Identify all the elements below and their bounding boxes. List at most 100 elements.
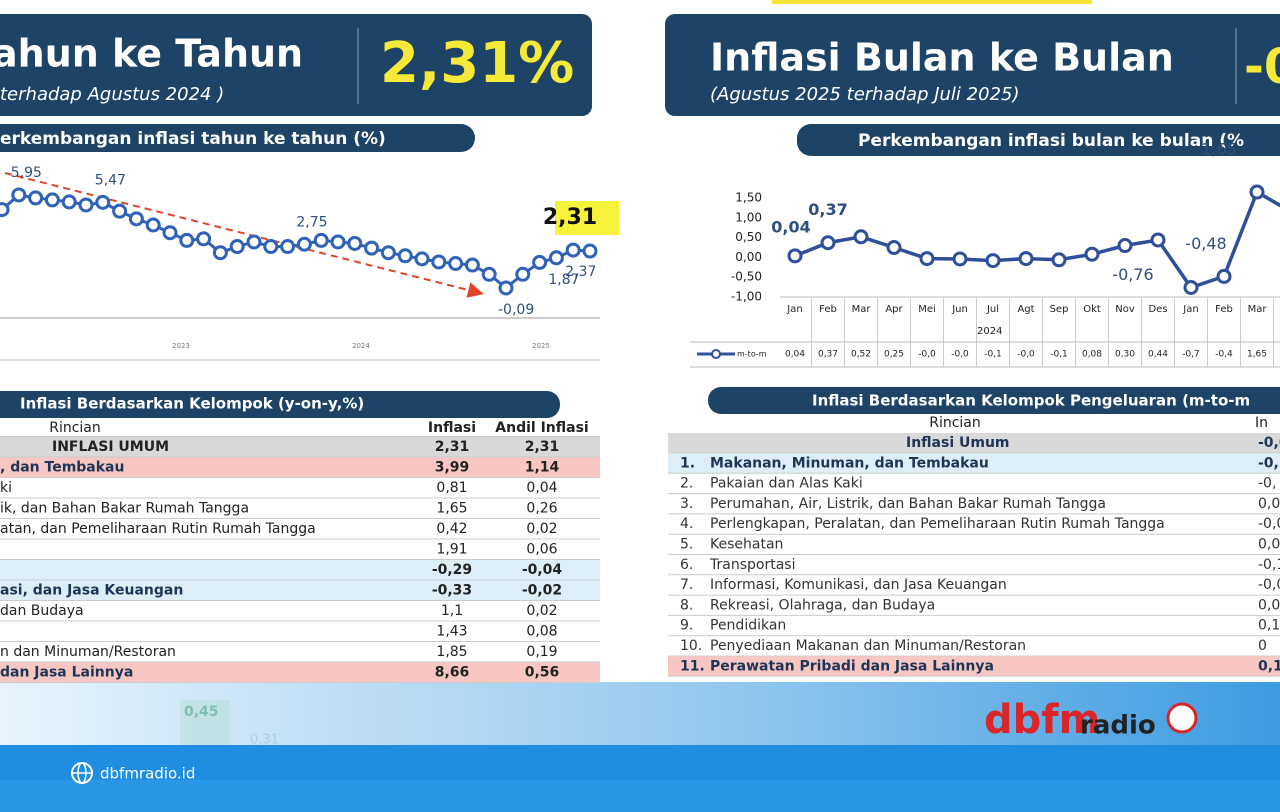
table-value: -0,0	[1017, 350, 1035, 360]
point	[1084, 246, 1100, 262]
table-cell: Pendidikan	[710, 618, 786, 634]
section-pill	[797, 124, 1280, 156]
table-cell: 2.	[680, 476, 693, 492]
table-value: -0,7	[1182, 350, 1200, 360]
point	[145, 217, 161, 233]
logo-text: dbfm	[984, 697, 1100, 743]
year-label: 2024	[977, 326, 1002, 337]
point	[280, 239, 296, 255]
point	[44, 192, 60, 208]
point	[128, 211, 144, 227]
point	[380, 245, 396, 261]
point	[919, 251, 935, 267]
chart-title: erkembangan inflasi tahun ke tahun (%)	[0, 129, 386, 149]
table-value: 1,65	[1247, 350, 1267, 360]
x-tick-label: Jan	[1182, 304, 1198, 315]
point	[532, 254, 548, 270]
data-label: 0,04	[771, 217, 810, 236]
header-title: ahun ke Tahun	[0, 32, 303, 76]
table-value: -0,0	[951, 350, 969, 360]
point	[313, 232, 329, 248]
row-bg	[0, 457, 600, 478]
table-header: In	[1255, 415, 1268, 431]
table-value: -0,0	[918, 350, 936, 360]
table-cell: 0	[1258, 638, 1267, 654]
point	[1183, 279, 1199, 295]
table-cell: dan Jasa Lainnya	[0, 665, 133, 681]
blur-text: 0,45	[184, 704, 219, 720]
table-header: Andil Inflasi	[495, 420, 588, 436]
point	[448, 256, 464, 271]
point	[787, 248, 803, 264]
table-cell: atan, dan Pemeliharaan Rutin Rumah Tangg…	[0, 521, 316, 537]
table-cell: , dan Tembakau	[0, 460, 124, 476]
table-cell: 0,1	[1258, 658, 1280, 674]
x-tick-label: Feb	[1215, 304, 1233, 315]
data-label: -0,76	[1112, 265, 1153, 284]
point	[414, 251, 430, 267]
table-value: -0,1	[984, 350, 1002, 360]
row-bg	[0, 662, 600, 683]
table-cell: 2,31	[525, 439, 560, 455]
point	[820, 235, 836, 251]
line	[794, 189, 1280, 290]
point	[179, 232, 195, 248]
point	[481, 266, 497, 282]
table-cell: 5.	[680, 537, 693, 553]
y-tick-label: -1,00	[731, 290, 762, 304]
point	[952, 251, 968, 267]
point	[1051, 252, 1067, 268]
data-label: 2,75	[296, 214, 327, 230]
table-cell: 4.	[680, 516, 693, 532]
right-header-box	[665, 14, 1280, 116]
table-cell: -0,29	[432, 562, 472, 578]
x-tick-label: Jun	[951, 304, 968, 315]
point	[78, 197, 94, 213]
point	[347, 235, 363, 251]
footer-site: dbfmradio.id	[100, 765, 195, 783]
table-cell: 3.	[680, 496, 693, 512]
y-tick-label: 0,50	[735, 230, 762, 244]
table-cell: -0,2	[1258, 455, 1280, 471]
logo-text: radio	[1080, 711, 1156, 741]
table-cell: 0,26	[526, 501, 557, 517]
table-cell: -0,04	[522, 562, 563, 578]
table-title: Inflasi Berdasarkan Kelompok Pengeluaran…	[812, 392, 1250, 410]
table-cell: -0,	[1258, 476, 1276, 492]
table-cell: Informasi, Komunikasi, dan Jasa Keuangan	[710, 577, 1007, 593]
point	[196, 231, 212, 247]
table-value: -0,1	[1050, 350, 1068, 360]
header-subtitle: terhadap Agustus 2024 )	[0, 84, 224, 105]
table-cell: 1,43	[436, 624, 467, 640]
data-label: 5,47	[95, 172, 126, 188]
yellow-strip	[772, 0, 1092, 4]
highlight-box	[555, 201, 619, 235]
table-cell: 0,1	[1258, 618, 1280, 634]
point	[229, 239, 245, 255]
data-label: 5,95	[11, 165, 42, 181]
data-label: 1,65	[1201, 140, 1237, 159]
data-label: 2,37	[565, 264, 596, 280]
x-tick-label: Agt	[1017, 304, 1034, 315]
point	[296, 236, 312, 252]
point	[985, 253, 1001, 269]
table-value: 0,25	[884, 350, 904, 360]
table-cell: Rekreasi, Olahraga, dan Budaya	[710, 597, 935, 613]
logo-icon	[1166, 702, 1198, 734]
table-cell: 1,14	[525, 460, 560, 476]
x-tick-label: Okt	[1083, 304, 1101, 315]
left-header-box	[0, 14, 592, 116]
x-tick-label: Mar	[852, 304, 872, 315]
point	[112, 203, 128, 219]
table-cell: 0,42	[436, 521, 467, 537]
point	[263, 239, 279, 255]
table-cell: 1,85	[436, 644, 467, 660]
point	[212, 245, 228, 261]
footer-band	[0, 780, 1280, 812]
table-header: Rincian	[929, 415, 981, 431]
point	[95, 194, 111, 210]
table-cell: n dan Minuman/Restoran	[0, 644, 176, 660]
header-value: -0	[1244, 39, 1280, 95]
